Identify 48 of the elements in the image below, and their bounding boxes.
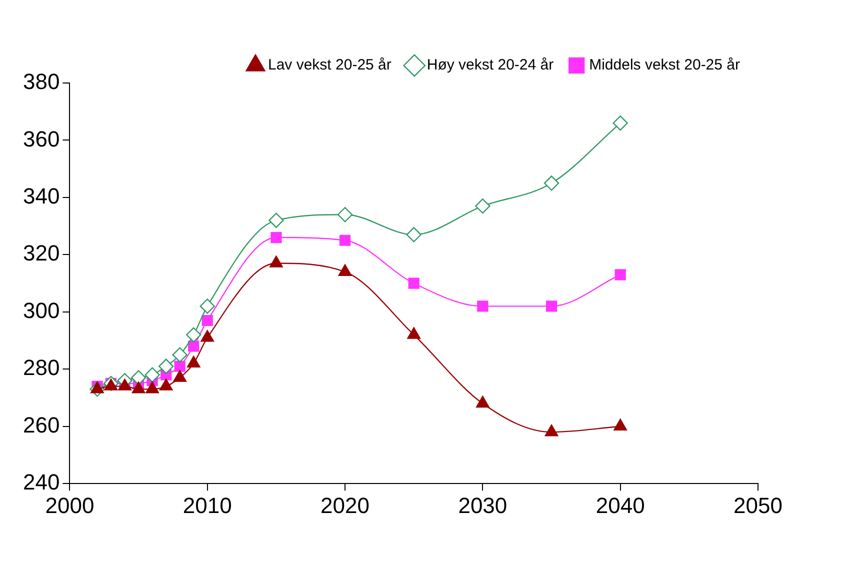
point [614,269,626,280]
y-tick-label: 300 [22,298,60,323]
point [200,330,214,342]
point [614,418,628,430]
point [132,382,146,394]
y-tick-label: 320 [22,240,60,266]
point [477,300,488,312]
x-tick-label: 2040 [596,492,645,518]
point [174,360,186,372]
legend-label: Høy vekst 20-24 år [426,56,554,74]
point [406,227,422,242]
y-tick-label: 340 [22,184,60,209]
point [173,370,186,382]
point [337,207,353,222]
legend-label: Lav vekst 20-25 år [268,56,392,74]
point [200,298,215,314]
point [408,278,420,289]
y-tick-label: 360 [22,126,60,152]
y-tick-label: 260 [22,412,60,438]
point [130,370,146,386]
point [202,314,213,326]
point [475,198,490,214]
y-tick-label: 380 [22,69,60,94]
legend-label: Middels vekst 20-25 år [589,56,740,74]
point [146,382,159,394]
point [188,340,200,352]
point [172,347,188,362]
point [268,212,284,228]
point [158,358,174,374]
y-tick-label: 240 [22,470,60,495]
y-tick-label: 280 [22,355,60,380]
point [159,378,173,390]
x-tick-label: 2020 [320,492,370,518]
point [612,115,628,131]
x-tick-label: 2000 [45,492,94,518]
point [476,396,490,408]
point [186,356,200,368]
point [270,232,282,244]
point [407,327,421,339]
x-tick-label: 2030 [458,492,508,518]
point [544,176,560,191]
point [186,327,202,342]
point [339,234,351,246]
point [544,424,558,436]
x-tick-label: 2010 [182,492,232,518]
point [144,367,160,382]
point [546,300,558,312]
x-tick-label: 2050 [734,492,782,518]
